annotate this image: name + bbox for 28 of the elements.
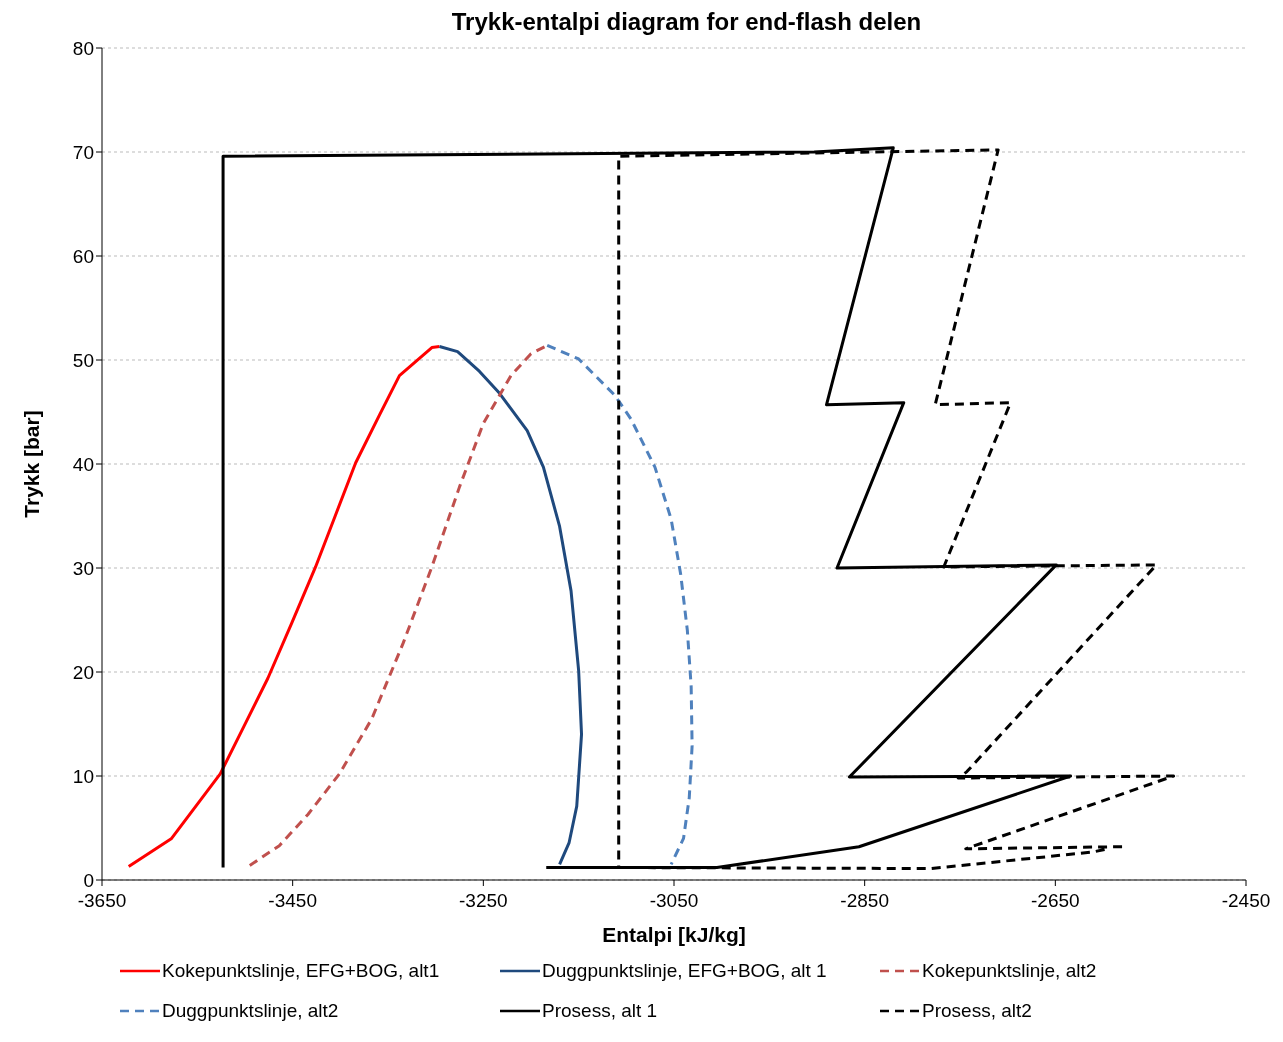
y-tick-label: 0: [83, 869, 94, 891]
x-tick-label: -2650: [1031, 890, 1080, 912]
line-series: [127, 344, 441, 868]
y-tick-label: 10: [72, 765, 94, 787]
x-tick-label: -3250: [459, 890, 508, 912]
legend-label: Duggpunktslinje, alt2: [162, 1000, 339, 1022]
x-tick-label: -3650: [77, 890, 127, 912]
x-tick-label: -3450: [268, 890, 317, 912]
x-axis-title: Entalpi [kJ/kg]: [602, 923, 746, 946]
y-tick-label: 50: [72, 349, 94, 371]
y-tick-label: 30: [72, 557, 94, 579]
legend-label: Kokepunktslinje, EFG+BOG, alt1: [162, 960, 440, 982]
legend-label: Duggpunktslinje, EFG+BOG, alt 1: [542, 960, 827, 982]
y-tick-label: 20: [72, 661, 94, 683]
y-tick-label: 60: [72, 245, 94, 267]
line-series: [545, 343, 694, 866]
y-tick-label: 70: [72, 141, 94, 163]
y-axis-title: Trykk [bar]: [20, 410, 44, 518]
x-tick-label: -2450: [1221, 890, 1271, 912]
y-tick-label: 80: [72, 37, 94, 59]
legend-label: Prosess, alt2: [922, 1000, 1032, 1022]
legend-label: Prosess, alt 1: [542, 1000, 658, 1022]
x-tick-label: -2850: [840, 890, 889, 912]
legend-label: Kokepunktslinje, alt2: [922, 960, 1097, 982]
x-tick-label: -3050: [649, 890, 699, 912]
chart-title: Trykk-entalpi diagram for end-flash delen: [450, 8, 923, 37]
y-tick-label: 40: [72, 453, 94, 475]
line-series: [437, 344, 584, 866]
